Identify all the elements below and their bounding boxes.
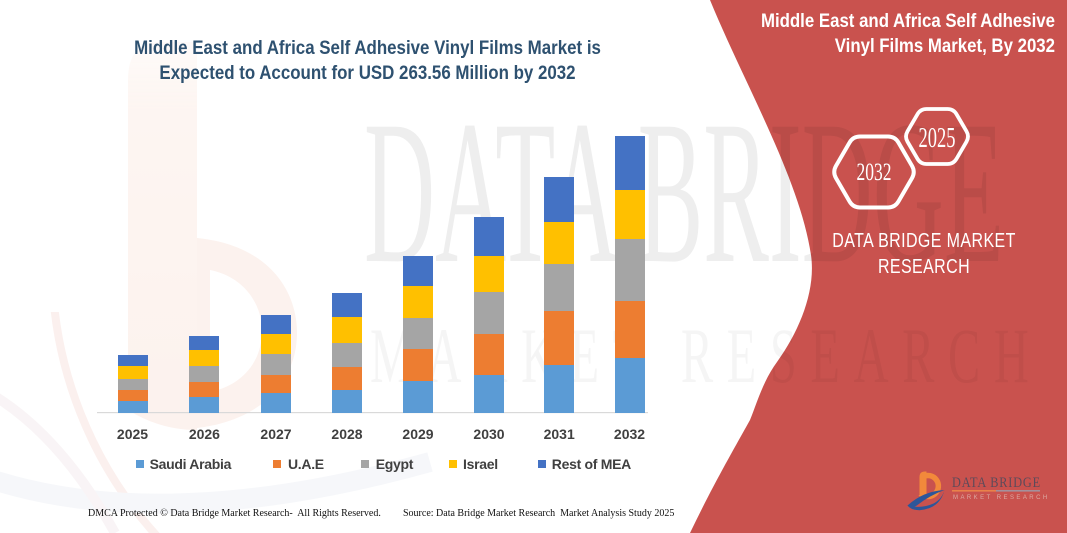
svg-text:2025: 2025 [919, 123, 956, 154]
svg-text:DATA BRIDGE: DATA BRIDGE [952, 474, 1041, 490]
svg-text:MARKET RESEARCH: MARKET RESEARCH [370, 313, 1042, 400]
svg-text:MARKET RESEARCH: MARKET RESEARCH [953, 495, 1050, 501]
svg-text:DATA BRIDGE: DATA BRIDGE [364, 79, 1004, 306]
svg-text:2032: 2032 [857, 158, 892, 186]
